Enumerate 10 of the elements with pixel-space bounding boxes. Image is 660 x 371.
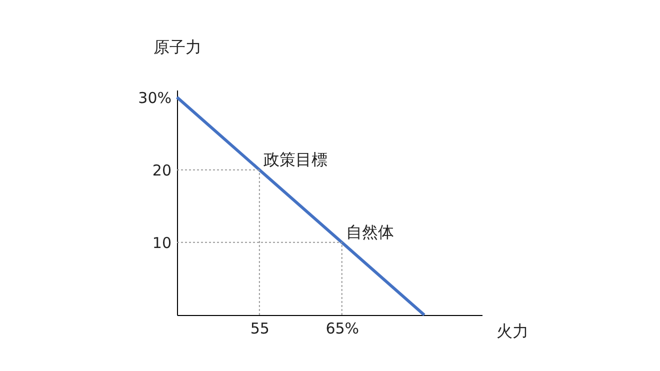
annotation: 自然体 [346,222,394,242]
y-tick-label: 10 [152,234,172,252]
x-axis-title: 火力 [496,322,528,340]
annotation: 政策目標 [263,150,328,169]
x-tick-label: 55 [250,320,270,338]
line-series [176,96,426,316]
y-tick-label: 30% [138,88,172,107]
y-axis-title: 原子力 [154,38,202,56]
y-tick-label: 20 [152,161,172,180]
x-tick-label: 65% [326,320,360,338]
